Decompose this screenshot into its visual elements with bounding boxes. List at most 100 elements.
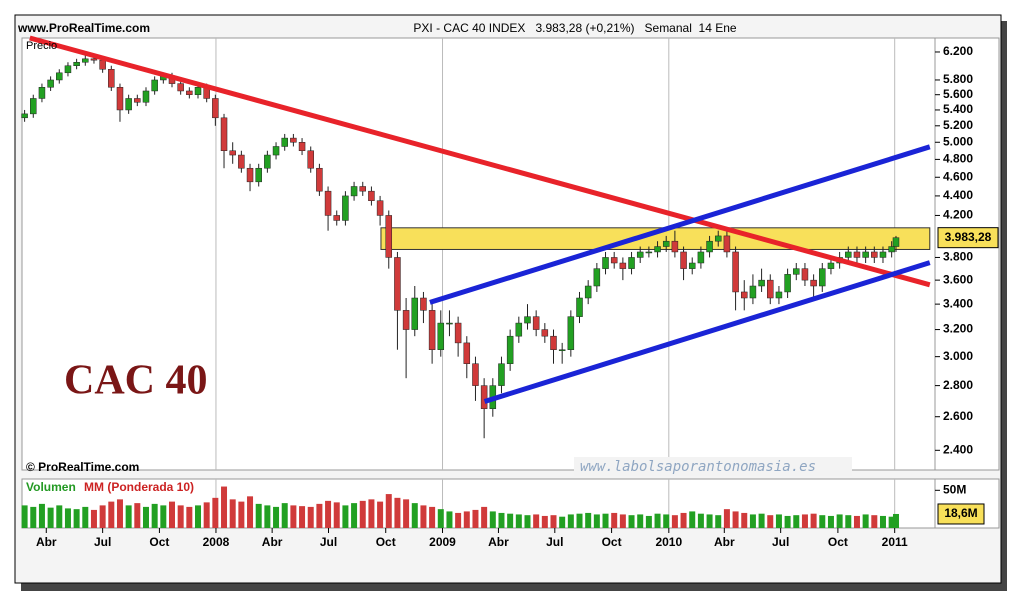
volume-bar (203, 502, 210, 528)
volume-bar (394, 497, 401, 528)
candle-body (732, 251, 739, 293)
x-tick-label: 2008 (203, 535, 230, 549)
volume-bar (125, 505, 132, 528)
y-tick-label: 5.800 (943, 72, 973, 86)
candle-body (619, 262, 627, 269)
volume-bar (836, 514, 843, 528)
volume-bar (264, 505, 271, 528)
candle-body (220, 117, 228, 151)
volume-bar (351, 503, 358, 528)
candle-body (359, 186, 366, 192)
candle-body (793, 268, 800, 275)
candle-body (212, 98, 219, 119)
y-tick-label: 3.600 (943, 272, 973, 286)
volume-bar (411, 503, 418, 528)
x-tick-label: Jul (772, 535, 789, 549)
candle-body (892, 237, 900, 247)
x-tick-label: 2010 (655, 535, 682, 549)
source: www.ProRealTime.com (17, 21, 150, 35)
volume-bar (550, 515, 557, 528)
volume-bar (784, 515, 791, 528)
candle-body (662, 240, 670, 247)
y-tick-label: 5.400 (943, 102, 973, 116)
volume-bar (377, 501, 384, 528)
volume-bar (767, 515, 774, 528)
candle-body (194, 87, 202, 95)
volume-bar (637, 514, 644, 528)
candle-body (64, 65, 72, 74)
candle-body (853, 251, 861, 258)
volume-bar (567, 514, 574, 528)
volume-bar (186, 506, 193, 528)
candle-body (749, 285, 757, 299)
y-tick-label: 3.800 (943, 250, 973, 264)
volume-bar (307, 506, 314, 528)
volume-bar (515, 514, 522, 528)
volume-bar (680, 512, 687, 528)
volume-bar (160, 505, 167, 528)
volume-bar (368, 499, 375, 528)
volume-bar (749, 514, 756, 528)
candle-body (784, 274, 791, 293)
y-tick-label: 4.400 (943, 188, 973, 202)
candle-body (845, 251, 852, 258)
y-tick-label: 4.200 (943, 208, 973, 222)
volume-bar (238, 501, 245, 528)
volume-bar (507, 513, 514, 528)
candle-body (56, 72, 63, 81)
volume-bar (116, 499, 123, 528)
volume-bar (463, 511, 470, 528)
candle-body (298, 142, 306, 151)
candle-body (246, 167, 254, 183)
volume-bar (316, 503, 323, 528)
volume-bar (325, 500, 332, 528)
volume-bar (342, 505, 349, 528)
candle-body (463, 342, 471, 364)
x-tick-label: Abr (488, 535, 509, 549)
candle-body (524, 316, 531, 324)
volume-bar (221, 486, 228, 528)
volume-bar (489, 511, 496, 528)
volume-bar (73, 509, 80, 528)
candle-body (593, 268, 601, 287)
volume-bar (142, 506, 149, 528)
candle-body (532, 316, 540, 330)
candle-body (498, 363, 505, 386)
volume-bar (47, 507, 54, 528)
volume-bar (715, 515, 722, 528)
price-axis-panel (934, 37, 1000, 471)
volume-bar (299, 506, 306, 528)
candle-body (21, 113, 28, 119)
volume-bar (654, 513, 661, 528)
volume-bar (247, 496, 254, 528)
volume-bar (619, 514, 626, 528)
candle-body (238, 154, 245, 169)
last-volume-box (937, 503, 985, 525)
volume-bar (359, 500, 366, 528)
volume-bar (99, 505, 106, 528)
volume-bar (385, 494, 392, 528)
x-tick-label: Abr (262, 535, 283, 549)
candle-body (420, 297, 427, 311)
candle-body (801, 268, 809, 281)
y-tick-label: 5.600 (943, 87, 973, 101)
candle-body (108, 69, 115, 88)
x-tick-label: Jul (546, 535, 563, 549)
website-bg (574, 457, 852, 476)
x-tick-label: Abr (36, 535, 57, 549)
volume-bar (472, 509, 479, 528)
candle-body (307, 150, 314, 169)
last-price-box (937, 227, 999, 249)
candle-body (333, 215, 340, 221)
candle-body (394, 257, 401, 311)
candle-body (437, 322, 445, 350)
y-tick-label: 5.200 (943, 118, 973, 132)
candle-body (688, 262, 696, 269)
candle-body (142, 90, 150, 103)
candle-body (723, 235, 731, 253)
volume-bar (775, 514, 782, 528)
volume-bar (801, 514, 808, 528)
y-axis-label: Precio (26, 40, 57, 52)
candle-body (767, 279, 774, 299)
candle-body (428, 310, 436, 350)
